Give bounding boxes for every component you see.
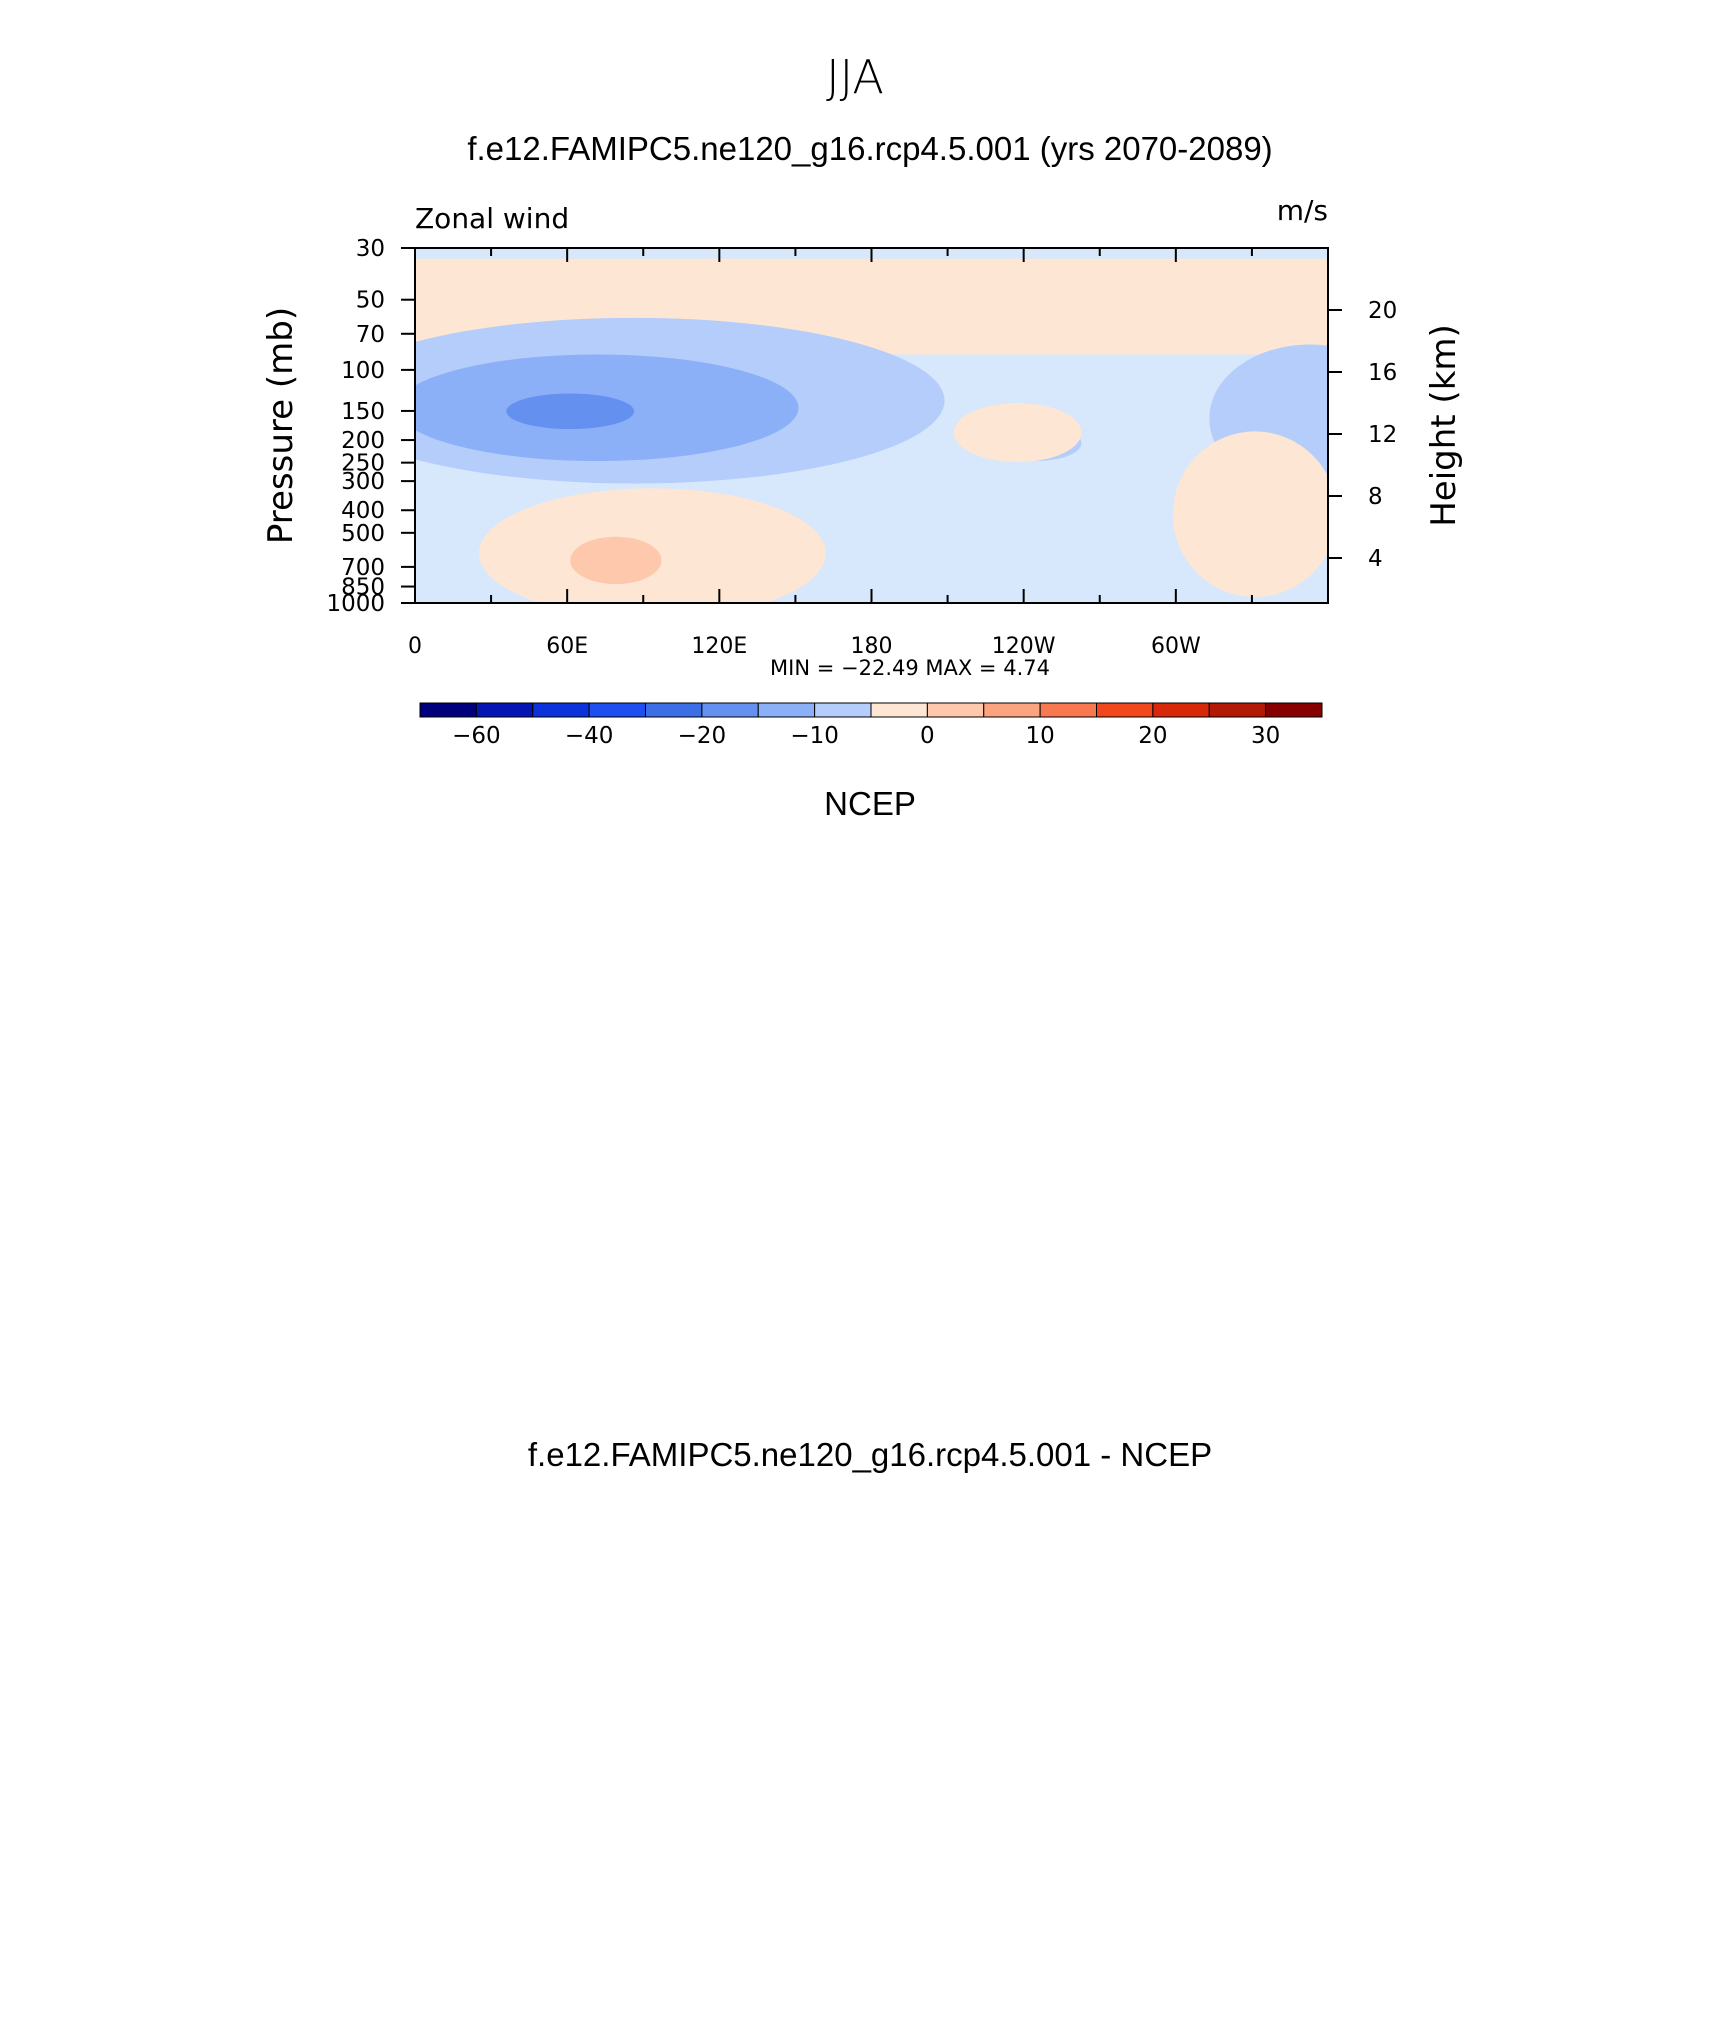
colorbar-label: 30 — [1251, 723, 1280, 749]
panel-2-title: NCEP — [824, 785, 916, 822]
y-tick-label: 50 — [356, 288, 385, 314]
units-label: m/s — [1277, 194, 1328, 227]
colorbar-label: 0 — [920, 723, 935, 749]
y2-tick-label: 16 — [1368, 360, 1397, 386]
x-tick-label: 180 — [851, 634, 893, 659]
panel-3-title: f.e12.FAMIPC5.ne120_g16.rcp4.5.001 - NCE… — [527, 1436, 1213, 1473]
y2-tick-label: 12 — [1368, 422, 1397, 448]
y2-tick-label: 20 — [1368, 298, 1397, 324]
contour-region — [1172, 431, 1328, 598]
panel-1-title: f.e12.FAMIPC5.ne120_g16.rcp4.5.001 (yrs … — [467, 130, 1273, 167]
y-tick-label: 700 — [341, 555, 385, 581]
colorbar-label: 20 — [1138, 723, 1167, 749]
y2-axis-label: Height (km) — [1424, 324, 1464, 527]
contour-region — [570, 536, 662, 585]
x-tick-label: 60W — [1151, 634, 1201, 659]
contour-region — [478, 488, 826, 603]
min-max-stats: MIN = −22.49 MAX = 4.74 — [770, 656, 1050, 680]
colorbar-segment — [1265, 702, 1323, 718]
variable-label: Zonal wind — [415, 202, 569, 235]
y-tick-label: 1000 — [326, 591, 385, 617]
y-tick-label: 400 — [341, 498, 385, 524]
colorbar-label: −60 — [452, 723, 501, 749]
figure-title: JJA — [826, 50, 884, 104]
y2-tick-label: 4 — [1368, 546, 1383, 572]
y-tick-label: 30 — [356, 236, 385, 262]
contour-region — [953, 403, 1082, 463]
y-tick-label: 250 — [341, 451, 385, 477]
y-tick-label: 500 — [341, 521, 385, 547]
panel-3-plot: 060E120E180120W60W3050701001502002503004… — [0, 0, 1710, 760]
colorbar-label: −40 — [565, 723, 614, 749]
colorbar-label: −10 — [790, 723, 839, 749]
y2-tick-label: 8 — [1368, 484, 1383, 510]
y-tick-label: 200 — [341, 428, 385, 454]
y-tick-label: 100 — [341, 358, 385, 384]
y-tick-label: 850 — [341, 575, 385, 601]
panel-1-plot: 0 60E 120E 180 120W 60W3050701001502002503004… — [261, 194, 1464, 749]
colorbar-label: −20 — [678, 723, 727, 749]
x-tick-label: 60E — [546, 634, 588, 659]
y-tick-label: 70 — [356, 322, 385, 348]
y-axis-label: Pressure (mb) — [261, 307, 301, 544]
colorbar-label: 10 — [1025, 723, 1054, 749]
x-tick-label: 0 — [408, 634, 422, 659]
y-tick-label: 150 — [341, 399, 385, 425]
x-tick-label: 120W — [992, 634, 1056, 659]
contour-region — [506, 393, 635, 430]
contour-field — [415, 248, 1328, 603]
x-tick-label: 120E — [691, 634, 747, 659]
y-tick-label: 300 — [341, 469, 385, 495]
